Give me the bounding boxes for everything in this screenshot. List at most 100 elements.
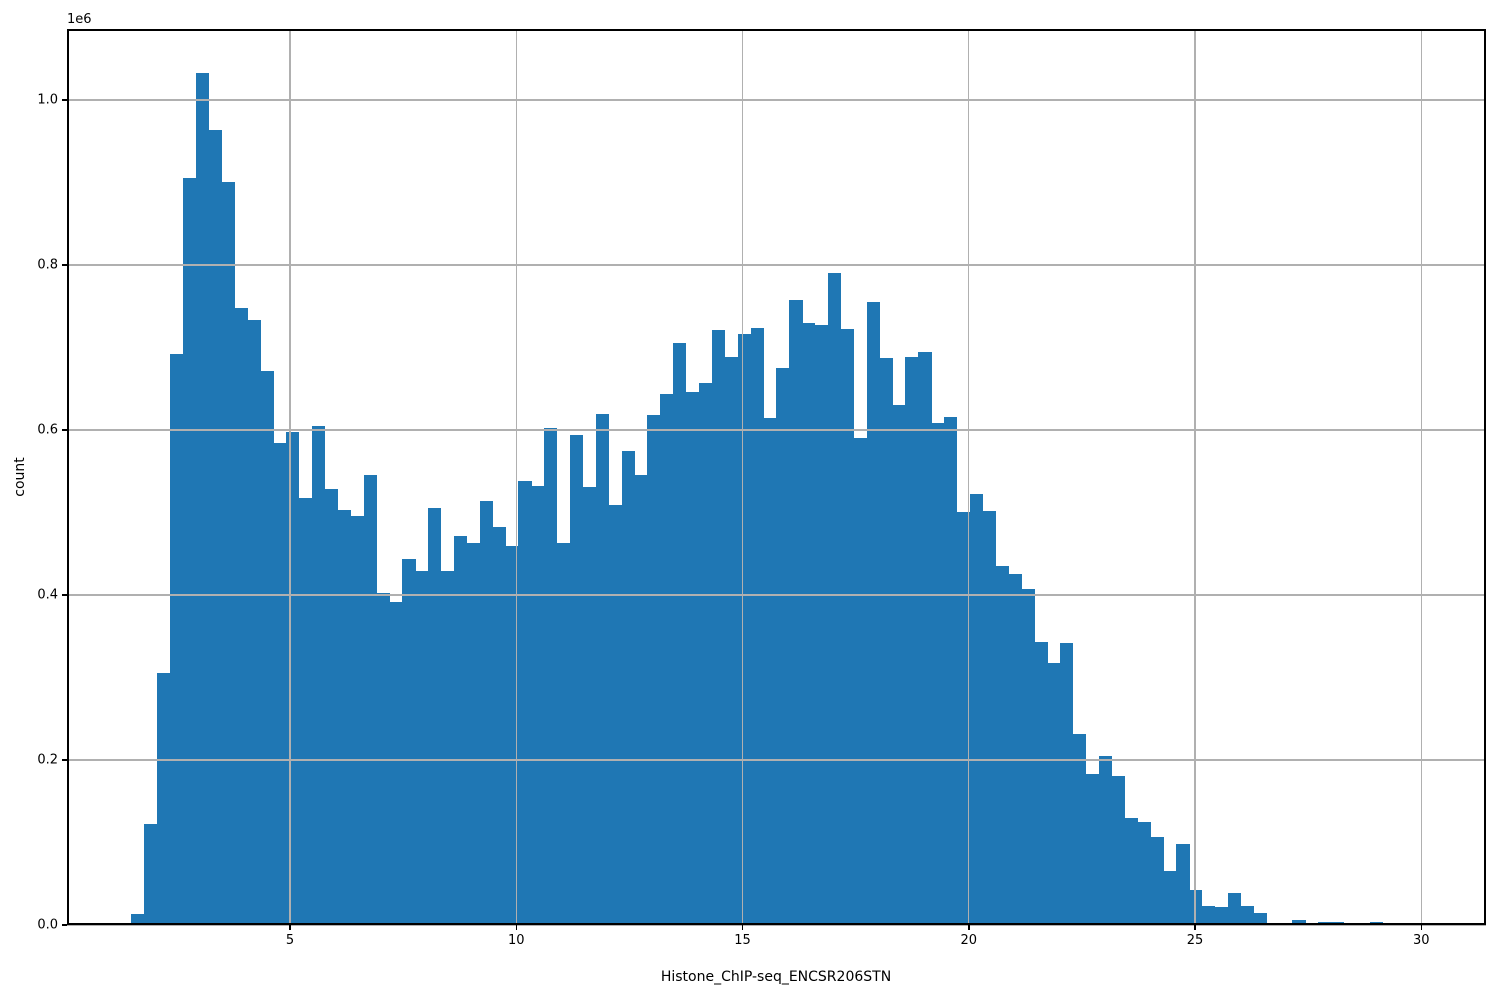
gridline-vertical (741, 29, 744, 925)
histogram-bar (634, 475, 648, 925)
histogram-bar (918, 351, 932, 925)
x-tick-label: 30 (1413, 933, 1430, 948)
x-tick-mark (1194, 925, 1196, 930)
histogram-bar (518, 481, 532, 925)
histogram-bar (247, 320, 261, 925)
y-tick-mark (62, 924, 67, 926)
gridline-vertical (289, 29, 291, 925)
y-axis-offset-label: 1e6 (67, 12, 92, 27)
y-tick-label: 0.4 (37, 587, 58, 603)
histogram-bar (944, 416, 958, 925)
histogram-bar (763, 417, 777, 925)
histogram-bar (531, 486, 545, 925)
histogram-bar (1240, 906, 1254, 925)
histogram-bar (363, 474, 377, 925)
histogram-bar (1085, 774, 1100, 925)
histogram-bar (131, 914, 145, 925)
y-tick-label: 0.6 (37, 422, 58, 438)
gridline-horizontal (67, 759, 1486, 761)
histogram-bar (840, 329, 855, 925)
x-axis-label: Histone_ChIP-seq_ENCSR206STN (660, 969, 892, 985)
histogram-bar (260, 371, 274, 925)
histogram-bar (440, 571, 455, 925)
histogram-bar (324, 488, 339, 925)
histogram-bar (1227, 892, 1242, 925)
histogram-bar (621, 450, 635, 925)
histogram-bar (724, 357, 739, 925)
histogram-bar (505, 546, 519, 925)
histogram-bar (1008, 574, 1022, 925)
y-tick-mark (62, 759, 67, 761)
histogram-bar (299, 498, 313, 925)
x-tick-mark (289, 925, 291, 930)
histogram-bar (802, 322, 816, 925)
histogram-bar (1047, 663, 1061, 925)
histogram-bar (453, 536, 468, 925)
histogram-bar (931, 423, 945, 925)
histogram-bar (647, 415, 661, 925)
histogram-bar (595, 414, 610, 925)
histogram-bar (144, 824, 158, 925)
histogram-bar (479, 500, 493, 925)
histogram-bar (582, 486, 597, 925)
histogram-bar (892, 405, 906, 925)
histogram-bar (815, 325, 829, 925)
histogram-bar (853, 438, 868, 925)
histogram-bar (428, 507, 442, 925)
histogram-bar (1292, 920, 1306, 925)
bars-layer (67, 29, 1486, 925)
histogram-bar (221, 181, 235, 925)
histogram-bar (234, 307, 248, 925)
histogram-bar (879, 358, 893, 925)
x-tick-label: 20 (960, 933, 978, 948)
x-tick-mark (741, 925, 744, 930)
histogram-bar (827, 273, 842, 925)
gridlines-layer (67, 29, 1486, 926)
histogram-bar (1150, 836, 1164, 925)
histogram-bar (982, 510, 997, 925)
y-tick-label: 1.0 (37, 92, 58, 108)
histogram-bar (608, 505, 622, 925)
histogram-bar (905, 357, 919, 925)
histogram-bar (415, 571, 429, 925)
histogram-bar (170, 354, 184, 925)
histogram-bar (1073, 734, 1087, 925)
histogram-bar (337, 510, 352, 925)
histogram-bar (660, 393, 674, 925)
histogram-bar (866, 302, 880, 925)
histogram-bar (544, 427, 558, 925)
histogram-bar (1253, 912, 1267, 925)
histogram-bar (1176, 844, 1190, 925)
histogram-bar (273, 443, 287, 925)
histogram-bar (673, 342, 687, 925)
histogram-bar (1202, 906, 1216, 925)
histogram-bar (1124, 817, 1138, 925)
plot-area (67, 29, 1486, 926)
histogram-bar (995, 566, 1009, 925)
histogram-bar (1021, 589, 1035, 925)
gridline-horizontal (67, 924, 1486, 926)
gridline-vertical (968, 29, 970, 925)
histogram-bar (1163, 871, 1177, 925)
histogram-bar (195, 72, 210, 925)
histogram-bar (1189, 889, 1203, 925)
y-tick-mark (62, 429, 67, 431)
histogram-bar (557, 543, 571, 925)
histogram-bar (1111, 775, 1125, 925)
x-tick-label: 25 (1186, 933, 1204, 948)
histogram-bar (1034, 642, 1048, 925)
histogram-bar (956, 511, 971, 925)
gridline-vertical (1420, 29, 1422, 925)
histogram-bar (466, 543, 481, 925)
histogram-bar (1060, 642, 1074, 925)
gridline-horizontal (67, 594, 1486, 596)
gridline-vertical (515, 29, 517, 925)
y-tick-mark (62, 594, 67, 596)
histogram-bar (376, 592, 390, 925)
histogram-bar (492, 526, 506, 925)
y-tick-label: 0.0 (37, 917, 58, 933)
histogram-bar (569, 434, 584, 925)
histogram-bar (157, 673, 171, 925)
gridline-horizontal (67, 429, 1486, 431)
